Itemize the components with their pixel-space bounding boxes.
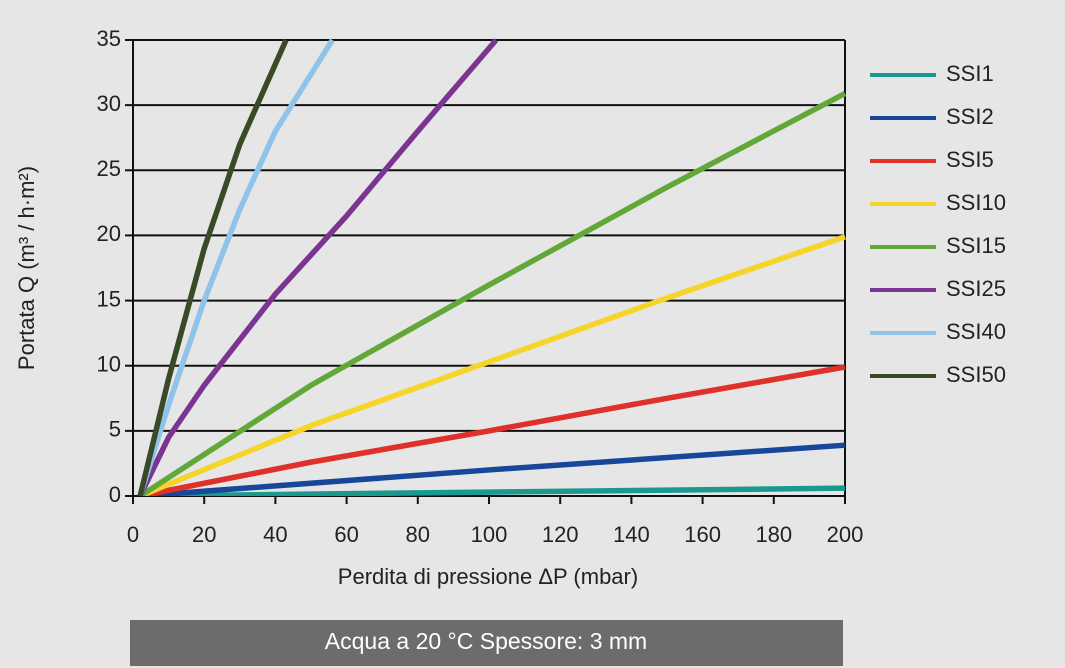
x-axis-label: Perdita di pressione ΔP (mbar) xyxy=(338,564,638,589)
x-tick-label: 160 xyxy=(684,522,721,547)
y-axis-label: Portata Q (m³ / h·m²) xyxy=(14,166,39,370)
legend-label: SSI50 xyxy=(946,362,1006,387)
x-tick-label: 200 xyxy=(827,522,864,547)
x-tick-label: 20 xyxy=(192,522,216,547)
caption: Acqua a 20 °C Spessore: 3 mm xyxy=(325,628,647,654)
series-line xyxy=(139,364,846,496)
x-tick-label: 40 xyxy=(263,522,287,547)
caption-box xyxy=(130,620,843,666)
y-tick-label: 5 xyxy=(109,417,121,442)
series-line xyxy=(139,442,846,496)
series-line xyxy=(140,485,846,496)
y-tick-label: 20 xyxy=(97,221,121,246)
legend-label: SSI40 xyxy=(946,319,1006,344)
x-tick-label: 80 xyxy=(406,522,430,547)
legend-label: SSI10 xyxy=(946,190,1006,215)
y-tick-label: 25 xyxy=(97,156,121,181)
y-tick-label: 30 xyxy=(97,91,121,116)
y-tick-label: 35 xyxy=(97,26,121,51)
x-tick-label: 120 xyxy=(542,522,579,547)
series-line xyxy=(139,234,846,496)
legend-label: SSI25 xyxy=(946,276,1006,301)
x-tick-label: 140 xyxy=(613,522,650,547)
x-tick-label: 0 xyxy=(127,522,139,547)
y-tick-label: 10 xyxy=(97,352,121,377)
series-line xyxy=(138,90,847,496)
legend-label: SSI2 xyxy=(946,104,994,129)
x-tick-label: 180 xyxy=(755,522,792,547)
legend-label: SSI1 xyxy=(946,61,994,86)
series-line xyxy=(137,38,289,496)
series-line xyxy=(137,38,335,496)
series-line xyxy=(137,38,499,496)
x-tick-label: 60 xyxy=(334,522,358,547)
legend-label: SSI5 xyxy=(946,147,994,172)
legend-label: SSI15 xyxy=(946,233,1006,258)
y-tick-label: 15 xyxy=(97,286,121,311)
x-tick-label: 100 xyxy=(471,522,508,547)
y-tick-label: 0 xyxy=(109,482,121,507)
